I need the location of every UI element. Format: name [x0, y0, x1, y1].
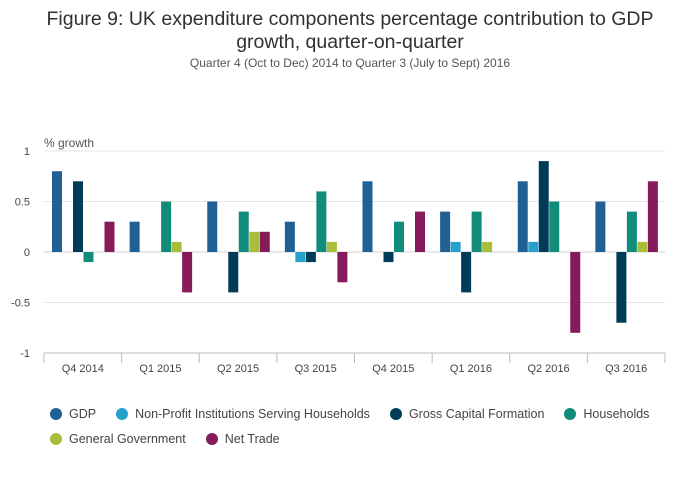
legend-swatch	[389, 408, 402, 420]
legend-label: Households	[583, 407, 650, 421]
x-axis-ticks: Q4 2014 Q1 2015 Q2 2015 Q3 2015 Q4 2015 Q1 20…	[43, 353, 666, 375]
bar	[626, 211, 637, 252]
bar	[207, 201, 218, 252]
x-tick-label: Q3 2016	[605, 363, 647, 375]
legend-swatch	[564, 408, 577, 420]
x-tick-label: Q1 2015	[139, 363, 181, 375]
legend: GDP Non-Profit Institutions Serving House…	[50, 406, 670, 456]
bar	[83, 252, 94, 263]
bar	[570, 252, 581, 333]
legend-item: GDP	[50, 406, 96, 422]
y-axis-label: % growth	[44, 136, 94, 150]
bar	[383, 252, 394, 263]
bar	[182, 252, 193, 293]
legend-items: GDP Non-Profit Institutions Serving House…	[50, 406, 670, 456]
chart-title-line-1: Figure 9: UK expenditure components perc…	[46, 8, 654, 30]
legend-label: General Government	[69, 432, 186, 446]
bar	[52, 171, 62, 252]
chart-title: Figure 9: UK expenditure components perc…	[0, 8, 700, 54]
bars	[52, 161, 658, 333]
x-tick-label: Q3 2015	[295, 363, 337, 375]
x-tick-label: Q2 2016	[527, 363, 569, 375]
bar	[362, 181, 373, 252]
legend-item: Gross Capital Formation	[389, 406, 545, 422]
bar	[461, 252, 472, 293]
bar	[228, 252, 239, 293]
bar	[450, 241, 461, 252]
bar	[337, 252, 348, 283]
bar	[326, 241, 337, 252]
y-tick-label: 1	[24, 146, 30, 158]
x-tick-label: Q1 2016	[450, 363, 492, 375]
legend-item: Net Trade	[205, 431, 280, 447]
x-tick-label: Q4 2015	[372, 363, 414, 375]
legend-swatch	[116, 408, 129, 420]
chart-subtitle: Quarter 4 (Oct to Dec) 2014 to Quarter 3…	[189, 56, 511, 70]
bar-chart: % growth 1 0.5 0 -0.5 -1 Q4 2014 Q1 2015 Q2 20…	[11, 136, 666, 375]
legend-label: Gross Capital Formation	[408, 407, 545, 421]
legend-swatch	[50, 433, 62, 445]
x-tick-label: Q4 2014	[62, 363, 104, 375]
legend-swatch	[205, 433, 218, 445]
bar	[129, 221, 140, 252]
y-tick-label: 0.5	[15, 197, 30, 209]
bar	[305, 252, 316, 263]
bar	[394, 221, 404, 252]
y-axis-ticks: 1 0.5 0 -0.5 -1	[11, 146, 30, 360]
chart-title-line-2: growth, quarter-on-quarter	[236, 31, 464, 53]
legend-label: GDP	[69, 407, 97, 421]
bar	[73, 181, 83, 252]
bar	[104, 221, 115, 252]
y-tick-label: 0	[24, 247, 30, 259]
bar	[316, 191, 327, 252]
bar	[549, 201, 560, 252]
bar	[528, 241, 539, 252]
bar	[259, 231, 270, 252]
bar	[171, 241, 182, 252]
legend-item: Non-Profit Institutions Serving Househol…	[116, 406, 370, 422]
bar	[415, 211, 425, 252]
legend-label: Non-Profit Institutions Serving Househol…	[135, 407, 370, 421]
bar	[249, 231, 260, 252]
bar	[595, 201, 606, 252]
legend-label: Net Trade	[224, 432, 280, 446]
bar	[538, 161, 549, 252]
bar	[482, 241, 493, 252]
bar	[517, 181, 528, 252]
gridlines	[44, 150, 665, 354]
legend-item: Households	[564, 406, 649, 422]
x-tick-label: Q2 2015	[217, 363, 259, 375]
bar	[471, 211, 482, 252]
bar	[295, 252, 306, 263]
legend-item: General Government	[50, 431, 186, 447]
bar	[616, 252, 627, 323]
bar	[161, 201, 172, 252]
bar	[238, 211, 249, 252]
bar	[284, 221, 295, 252]
bar	[637, 241, 648, 252]
y-tick-label: -1	[20, 348, 30, 360]
bar	[647, 181, 658, 252]
y-tick-label: -0.5	[11, 298, 30, 310]
legend-swatch	[50, 408, 62, 420]
bar	[440, 211, 451, 252]
